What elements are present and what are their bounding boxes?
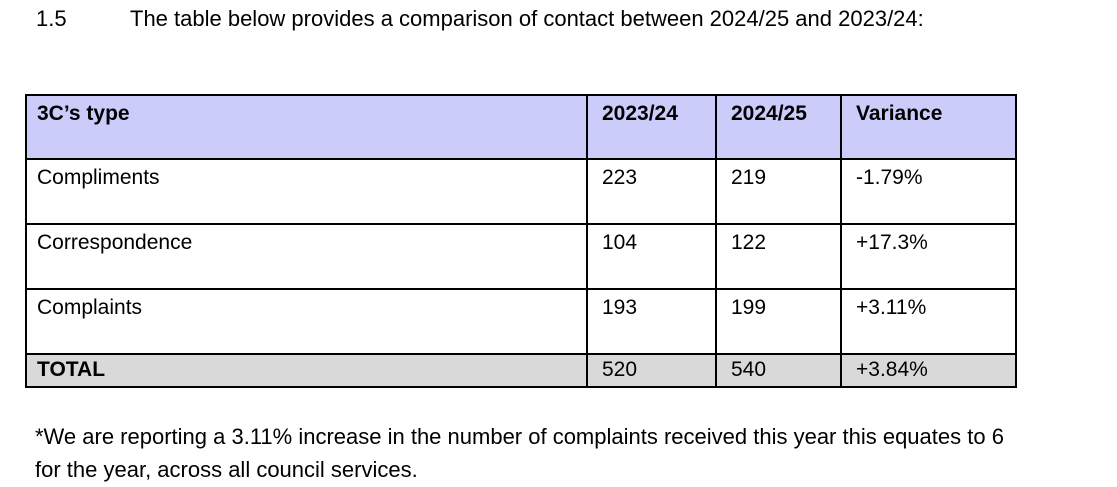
section-paragraph: 1.5 The table below provides a compariso… [36, 6, 1117, 32]
cell-total-2024-25: 540 [715, 353, 842, 388]
section-text: The table below provides a comparison of… [130, 6, 924, 31]
cell-2024-25: 219 [715, 158, 842, 225]
cell-type: Compliments [25, 158, 588, 225]
header-cell-variance: Variance [840, 94, 1017, 160]
section-number: 1.5 [36, 6, 67, 31]
header-cell-2024-25: 2024/25 [715, 94, 842, 160]
table-row-complaints: Complaints 193 199 +3.11% [25, 288, 1017, 355]
cell-2024-25: 199 [715, 288, 842, 355]
cell-type: Complaints [25, 288, 588, 355]
cell-total-label: TOTAL [25, 353, 588, 388]
cell-2023-24: 193 [586, 288, 717, 355]
table-row-total: TOTAL 520 540 +3.84% [25, 353, 1017, 388]
table-header-row: 3C’s type 2023/24 2024/25 Variance [25, 94, 1017, 160]
table-row-correspondence: Correspondence 104 122 +17.3% [25, 223, 1017, 290]
cell-total-variance: +3.84% [840, 353, 1017, 388]
header-cell-type: 3C’s type [25, 94, 588, 160]
cell-variance: -1.79% [840, 158, 1017, 225]
contacts-comparison-table: 3C’s type 2023/24 2024/25 Variance Compl… [25, 94, 1017, 388]
cell-total-2023-24: 520 [586, 353, 717, 388]
header-cell-2023-24: 2023/24 [586, 94, 717, 160]
cell-2023-24: 223 [586, 158, 717, 225]
footnote: *We are reporting a 3.11% increase in th… [35, 424, 1004, 482]
cell-2024-25: 122 [715, 223, 842, 290]
cell-variance: +3.11% [840, 288, 1017, 355]
cell-2023-24: 104 [586, 223, 717, 290]
cell-type: Correspondence [25, 223, 588, 290]
cell-variance: +17.3% [840, 223, 1017, 290]
table-row-compliments: Compliments 223 219 -1.79% [25, 158, 1017, 225]
